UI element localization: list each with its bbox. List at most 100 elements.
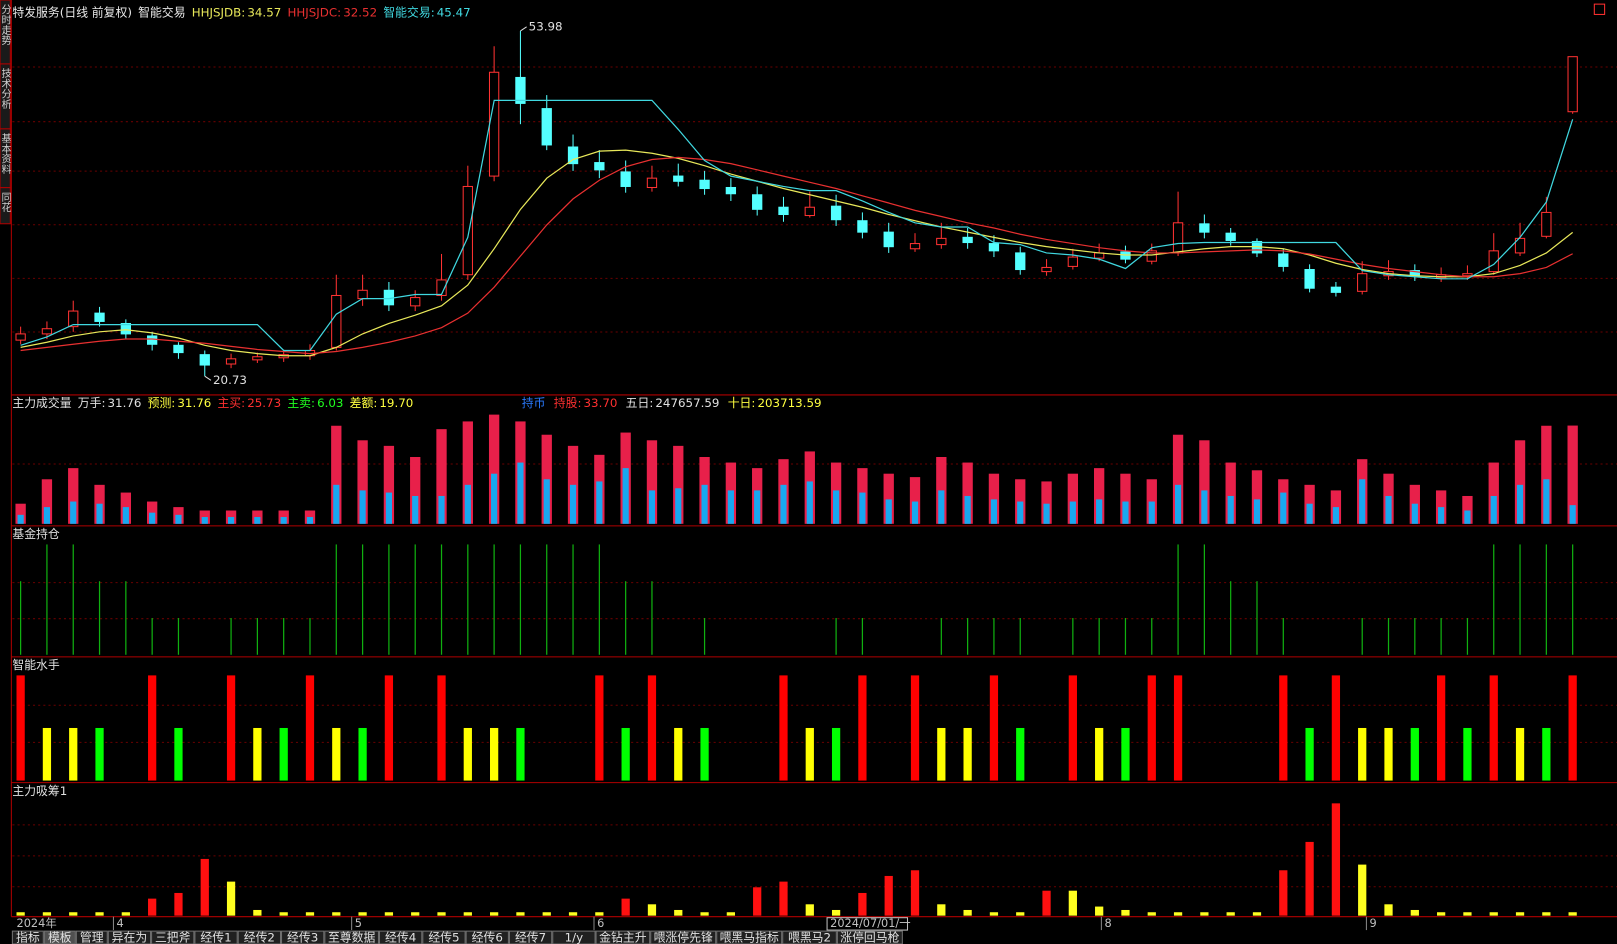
bottom-tab-label[interactable]: 金钻主升 <box>599 930 647 944</box>
bottom-tab-label[interactable]: 喂黑马指标 <box>720 930 779 944</box>
bottom-tab-label[interactable]: 至尊数据 <box>328 930 376 944</box>
bottom-tab[interactable] <box>75 930 108 944</box>
signal-bar <box>1305 727 1314 781</box>
bottom-tab[interactable] <box>107 930 152 944</box>
panel-header: 主力成交量 万手: 31.76 预测: 31.76 主买: 25.73 主卖: 6.03 差额: 1… <box>12 396 413 410</box>
signal-bar <box>42 912 52 916</box>
bottom-tab[interactable] <box>782 930 837 944</box>
bottom-tab[interactable] <box>595 930 651 944</box>
bottom-tab-label[interactable]: 经传5 <box>428 930 459 944</box>
candle-body <box>410 297 421 307</box>
bottom-tab[interactable] <box>151 930 195 944</box>
bottom-tab-label[interactable]: 喂涨停先锋 <box>654 930 713 944</box>
bottom-tab[interactable] <box>43 930 76 944</box>
bottom-tab-label[interactable]: 三把斧 <box>155 930 191 944</box>
side-tab-label[interactable]: 分时走势 <box>0 4 11 46</box>
volume-bar <box>1122 501 1129 524</box>
bottom-tab[interactable] <box>552 930 596 944</box>
candle-body <box>646 177 658 189</box>
volume-bar <box>780 484 787 524</box>
candle-body <box>357 289 368 300</box>
candle-body <box>1067 256 1079 267</box>
volume-bar <box>359 490 366 524</box>
volume-bar <box>883 473 894 524</box>
volume-bar <box>438 495 445 524</box>
signal-bar <box>1095 727 1104 781</box>
signal-bar <box>1279 870 1288 916</box>
bottom-tab-label[interactable]: 经传4 <box>385 930 416 944</box>
volume-bar <box>1464 510 1471 524</box>
volume-bar <box>41 479 53 524</box>
bottom-tab-label[interactable]: 管理 <box>80 930 104 944</box>
bottom-tab-label[interactable]: 经传7 <box>515 930 546 944</box>
signal-bar <box>963 727 972 781</box>
candle-body <box>1304 269 1315 289</box>
bottom-tab[interactable] <box>716 930 783 944</box>
side-tab-label[interactable]: 技术分析 <box>0 67 11 110</box>
candle-body <box>173 344 184 354</box>
volume-bar <box>149 512 156 524</box>
volume-bar <box>1067 473 1079 524</box>
bottom-tab-label[interactable]: 经传3 <box>287 930 318 944</box>
candle-body <box>1541 211 1552 237</box>
bottom-tab[interactable] <box>237 930 282 944</box>
bottom-tab-label[interactable]: 异在为 <box>112 930 148 944</box>
bottom-tab-label[interactable]: 1/y <box>565 930 584 944</box>
grid <box>12 66 1617 888</box>
bottom-tab-label[interactable]: 涨停回马枪 <box>840 930 899 944</box>
bottom-tab[interactable] <box>11 930 44 944</box>
signal-bar <box>437 912 446 916</box>
volume-bar <box>648 490 656 524</box>
bottom-tab[interactable] <box>650 930 717 944</box>
bottom-tab[interactable] <box>465 930 509 944</box>
signal-bar <box>200 858 209 916</box>
bottom-tab-label[interactable]: 指标 <box>16 930 40 944</box>
side-tab[interactable] <box>0 187 11 225</box>
volume-bar <box>938 490 945 524</box>
window-button[interactable] <box>1593 3 1606 15</box>
volume-bar <box>1043 503 1050 524</box>
bottom-tab[interactable] <box>281 930 325 944</box>
annotation-leader <box>204 375 212 381</box>
signal-bar <box>1542 912 1551 916</box>
signal-bar <box>963 909 972 916</box>
x-axis: 2024年 4 5 6 2024/07/01/一 8 9 <box>12 916 1617 931</box>
volume-bar <box>331 425 342 524</box>
side-tab-label[interactable]: 基本资料 <box>0 132 11 175</box>
volume-bar <box>988 473 1000 524</box>
signal-bar <box>1068 890 1077 916</box>
signal-bar <box>1437 912 1446 916</box>
signal-bar <box>1542 727 1551 781</box>
bottom-tab[interactable] <box>194 930 238 944</box>
bottom-tab[interactable] <box>508 930 553 944</box>
bottom-tab-label[interactable]: 模板 <box>48 930 72 944</box>
signal-bar <box>595 675 604 781</box>
signal-bar <box>1384 904 1393 916</box>
bottom-tab-label[interactable]: 经传1 <box>200 930 231 944</box>
volume-bar <box>596 481 603 524</box>
signal-bar <box>1173 912 1183 916</box>
signal-bar <box>884 875 893 916</box>
signal-bar <box>42 727 52 781</box>
side-tab-label[interactable]: 同花 <box>0 192 11 213</box>
signal-bar <box>674 909 683 916</box>
bottom-tab[interactable] <box>324 930 379 944</box>
bottom-tab-label[interactable]: 喂黑马2 <box>788 930 831 944</box>
bottom-tab[interactable] <box>836 930 903 944</box>
bottom-tab-label[interactable]: 经传2 <box>244 930 275 944</box>
volume-bar <box>1569 505 1576 524</box>
volume-bar <box>1251 470 1263 524</box>
bottom-tab[interactable] <box>378 930 423 944</box>
volume-bar <box>1148 501 1155 524</box>
candle-body <box>699 179 710 190</box>
signal-bar <box>1568 675 1577 781</box>
bottom-tab-label[interactable]: 经传6 <box>472 930 503 944</box>
candle-body <box>620 171 631 187</box>
signal-bar <box>1016 727 1025 781</box>
candle-body <box>120 322 132 335</box>
candle-body <box>778 206 789 216</box>
volume-bar <box>17 514 24 524</box>
bottom-tab[interactable] <box>422 930 466 944</box>
header-text: HHJSJDC: <box>287 5 341 19</box>
